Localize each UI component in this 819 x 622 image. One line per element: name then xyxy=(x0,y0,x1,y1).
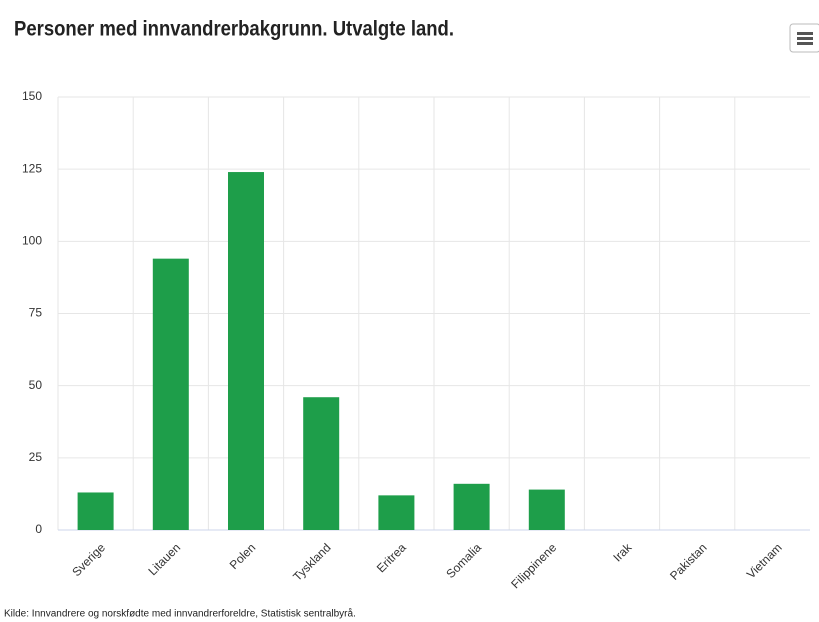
bar xyxy=(77,492,114,530)
menu-button[interactable] xyxy=(789,23,819,53)
y-tick-label: 100 xyxy=(22,234,42,248)
y-tick-label: 150 xyxy=(22,89,42,103)
x-tick-label: Pakistan xyxy=(667,540,709,582)
bar xyxy=(528,489,565,530)
x-tick-label: Eritrea xyxy=(374,540,409,575)
x-tick-label: Irak xyxy=(610,540,635,565)
source: Kilde: Innvandrere og norskfødte med inn… xyxy=(4,608,356,620)
y-tick-label: 25 xyxy=(29,450,43,464)
y-tick-label: 125 xyxy=(22,161,42,175)
chart-title: Personer med innvandrerbakgrunn. Utvalgt… xyxy=(14,18,454,41)
x-tick-label: Somalia xyxy=(443,540,484,581)
menu-line xyxy=(797,42,813,45)
y-tick-label: 0 xyxy=(35,522,42,536)
x-tick-label: Tyskland xyxy=(290,540,333,583)
menu-line xyxy=(797,37,813,40)
x-tick-label: Polen xyxy=(227,540,259,572)
y-tick-label: 75 xyxy=(29,306,43,320)
menu-line xyxy=(797,32,813,35)
bar xyxy=(378,495,415,530)
x-tick-label: Filippinene xyxy=(508,540,559,591)
x-tick-label: Sverige xyxy=(69,540,108,579)
bar xyxy=(303,397,340,530)
y-tick-label: 50 xyxy=(29,378,43,392)
bar xyxy=(152,258,189,530)
bar xyxy=(228,172,264,530)
x-tick-label: Vietnam xyxy=(744,540,785,581)
bar xyxy=(453,483,490,530)
x-tick-label: Litauen xyxy=(145,540,183,578)
